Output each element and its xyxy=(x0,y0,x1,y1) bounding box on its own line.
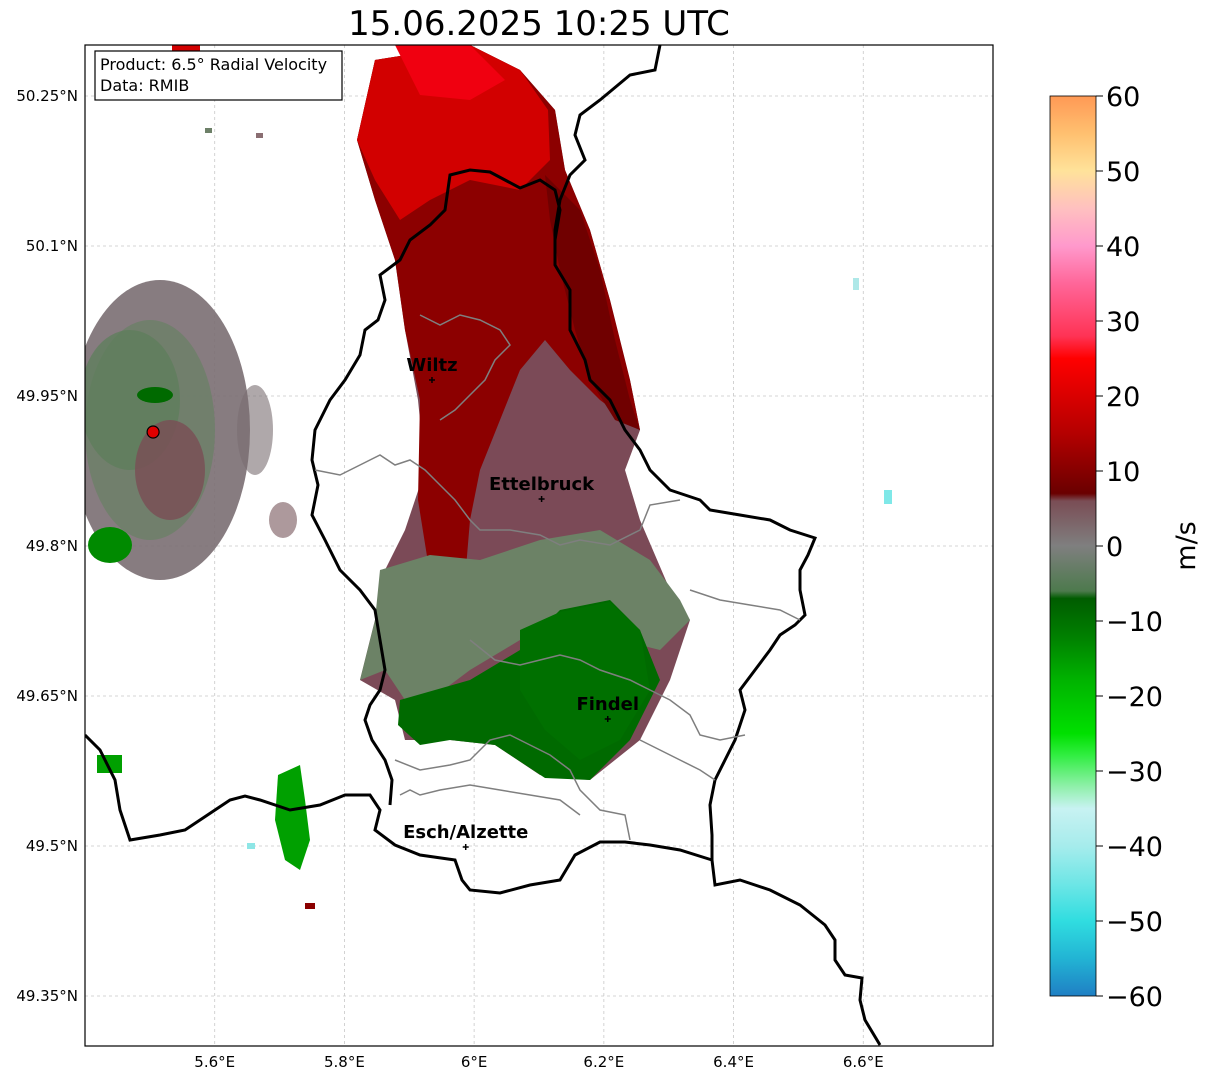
lon-label: 5.6°E xyxy=(194,1053,235,1071)
city-marker xyxy=(462,844,469,850)
colorbar-tick-label: 10 xyxy=(1106,457,1140,488)
colorbar-tick-label: −40 xyxy=(1106,832,1163,863)
radar-site-ground-clutter xyxy=(85,280,297,580)
colorbar-tick-label: −30 xyxy=(1106,757,1163,788)
radar-site-marker xyxy=(146,425,160,439)
lon-label: 6.2°E xyxy=(583,1053,624,1071)
lat-label: 49.5°N xyxy=(26,837,78,855)
lat-label: 50.1°N xyxy=(26,237,78,255)
map-content: Wiltz Ettelbruck Findel Esch/Alzette xyxy=(85,45,892,1046)
colorbar-tick-label: 40 xyxy=(1106,232,1140,263)
city-markers: Wiltz Ettelbruck Findel Esch/Alzette xyxy=(403,355,639,850)
colorbar: −60 −50 −40 −30 −20 −10 0 10 20 30 40 50 60 m/s xyxy=(1049,82,1202,1013)
city-marker xyxy=(604,716,611,722)
map-title: 15.06.2025 10:25 UTC xyxy=(348,4,730,44)
longitude-labels: 5.6°E 5.8°E 6°E 6.2°E 6.4°E 6.6°E xyxy=(194,1053,883,1071)
data-source-label: Data: RMIB xyxy=(100,76,189,95)
country-borders xyxy=(85,45,882,1046)
colorbar-tick-label: −10 xyxy=(1106,607,1163,638)
colorbar-unit-label: m/s xyxy=(1171,521,1202,570)
colorbar-tick-label: 30 xyxy=(1106,307,1140,338)
colorbar-tick-label: −20 xyxy=(1106,682,1163,713)
latitude-labels: 50.25°N 50.1°N 49.95°N 49.8°N 49.65°N 49.5°N 4… xyxy=(16,87,78,1005)
lon-label: 6°E xyxy=(461,1053,488,1071)
colorbar-bar xyxy=(1049,95,1097,997)
isolated-echoes xyxy=(97,45,892,909)
colorbar-tick-label: 0 xyxy=(1106,532,1123,563)
colorbar-tick-label: 20 xyxy=(1106,382,1140,413)
colorbar-tick-label: 60 xyxy=(1106,82,1140,113)
city-label: Ettelbruck xyxy=(489,474,595,495)
city-label: Esch/Alzette xyxy=(403,822,528,843)
colorbar-tick-label: 50 xyxy=(1106,157,1140,188)
lon-label: 5.8°E xyxy=(324,1053,365,1071)
map-frame xyxy=(84,44,994,1047)
radar-site-dot xyxy=(146,425,160,439)
lat-label: 50.25°N xyxy=(16,87,78,105)
colorbar-tick-label: −50 xyxy=(1106,907,1163,938)
city-label: Wiltz xyxy=(406,355,457,376)
lat-label: 49.65°N xyxy=(16,687,78,705)
storm-velocity-echoes xyxy=(357,45,690,780)
lon-label: 6.4°E xyxy=(713,1053,754,1071)
city-marker xyxy=(428,377,435,383)
colorbar-ticks: −60 −50 −40 −30 −20 −10 0 10 20 30 40 50 60 xyxy=(1096,82,1163,1013)
colorbar-tick-label: −60 xyxy=(1106,982,1163,1013)
lat-label: 49.8°N xyxy=(26,537,78,555)
lat-label: 49.95°N xyxy=(16,387,78,405)
city-label: Findel xyxy=(576,694,639,715)
lon-label: 6.6°E xyxy=(843,1053,884,1071)
city-marker xyxy=(538,496,545,502)
district-borders xyxy=(314,314,801,841)
info-box: Product: 6.5° Radial Velocity Data: RMIB xyxy=(94,50,343,101)
product-label: Product: 6.5° Radial Velocity xyxy=(100,55,327,74)
lat-label: 49.35°N xyxy=(16,987,78,1005)
